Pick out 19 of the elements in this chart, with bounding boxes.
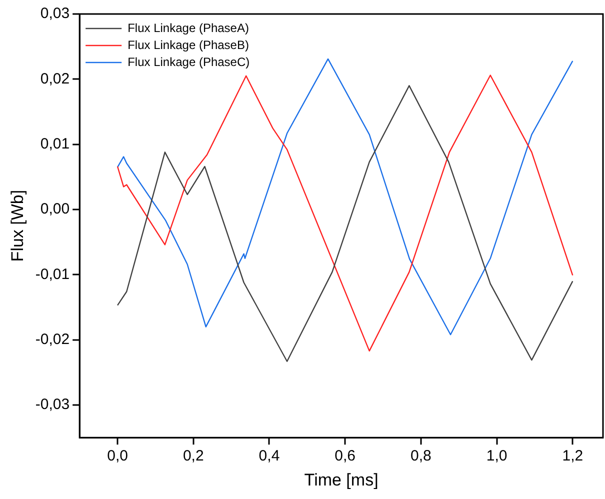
y-tick-label: -0,02 (35, 330, 70, 348)
y-tick-label: -0,03 (35, 396, 70, 414)
y-tick-label: -0,01 (35, 266, 70, 283)
y-tick-label: 0,02 (40, 70, 70, 88)
legend-label: Flux Linkage (PhaseC) (128, 54, 250, 69)
legend-label: Flux Linkage (PhaseA) (128, 20, 249, 35)
x-tick-label: 0,0 (107, 448, 128, 465)
y-axis-title: Flux [Wb] (8, 190, 27, 262)
x-tick-label: 1,0 (486, 448, 508, 465)
legend-label: Flux Linkage (PhaseB) (128, 38, 249, 52)
y-tick-label: 0,03 (40, 5, 70, 22)
x-tick-label: 0,8 (410, 448, 432, 465)
x-axis-title: Time [ms] (304, 470, 378, 490)
y-tick-label: 0,01 (40, 135, 70, 152)
x-tick-label: 0,4 (258, 448, 280, 465)
x-tick-label: 0,2 (182, 448, 204, 465)
y-tick-label: 0,00 (40, 200, 70, 218)
x-tick-label: 1,2 (562, 448, 584, 465)
x-tick-label: 0,6 (334, 448, 356, 465)
